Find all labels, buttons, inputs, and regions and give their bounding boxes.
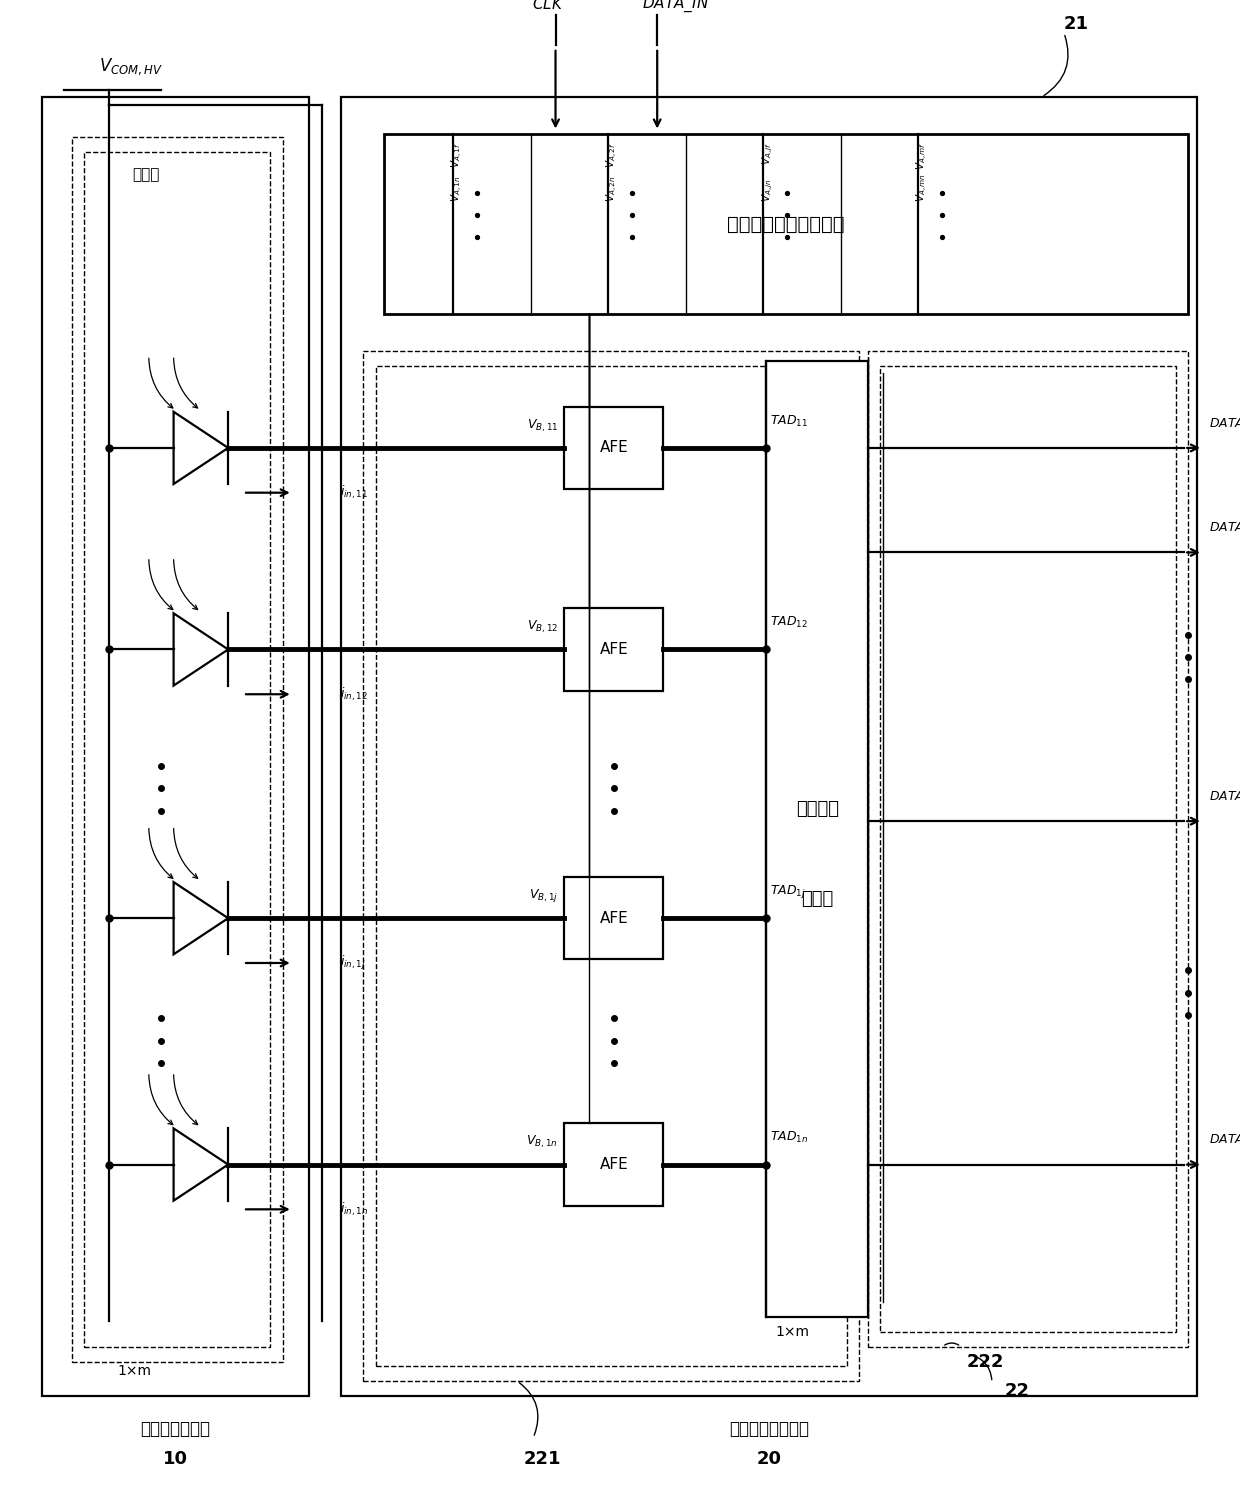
Bar <box>564 1123 663 1206</box>
Text: $i_{in,1n}$: $i_{in,1n}$ <box>340 1200 368 1218</box>
Text: 1×m: 1×m <box>118 1363 151 1378</box>
Text: 出模块: 出模块 <box>801 890 833 908</box>
Text: 模拟前端集成电路: 模拟前端集成电路 <box>729 1420 808 1438</box>
Bar <box>363 351 859 1381</box>
Text: $CLK$: $CLK$ <box>532 0 564 12</box>
Bar <box>564 406 663 490</box>
Bar <box>384 134 1188 314</box>
Text: $V_{A,2n}$: $V_{A,2n}$ <box>605 175 620 202</box>
Text: $TAD_{1n}$: $TAD_{1n}$ <box>770 1130 808 1145</box>
Text: AFE: AFE <box>599 642 629 657</box>
Text: $i_{in,12}$: $i_{in,12}$ <box>340 685 368 703</box>
Text: $DATA_2$: $DATA_2$ <box>1209 521 1240 536</box>
Text: $V_{A,jn}$: $V_{A,jn}$ <box>760 178 775 202</box>
Text: $i_{in,11}$: $i_{in,11}$ <box>340 484 368 502</box>
Bar <box>766 361 868 1317</box>
Text: AFE: AFE <box>599 911 629 926</box>
Text: 光电增益失配矫正模块: 光电增益失配矫正模块 <box>728 215 844 233</box>
Bar <box>84 152 270 1347</box>
Text: $DATA_m$: $DATA_m$ <box>1209 1133 1240 1148</box>
Text: $V_{B,1n}$: $V_{B,1n}$ <box>527 1135 558 1150</box>
Text: $V_{B,11}$: $V_{B,11}$ <box>527 418 558 433</box>
Text: $V_{A,mf}$: $V_{A,mf}$ <box>915 142 930 170</box>
Text: $V_{B,12}$: $V_{B,12}$ <box>527 620 558 635</box>
Text: $V_{A,jf}$: $V_{A,jf}$ <box>760 142 775 166</box>
Bar <box>880 366 1176 1332</box>
Text: 光电检测器模块: 光电检测器模块 <box>140 1420 211 1438</box>
Text: 221: 221 <box>523 1450 560 1468</box>
Text: $V_{COM,HV}$: $V_{COM,HV}$ <box>99 57 164 78</box>
Text: AFE: AFE <box>599 1157 629 1172</box>
Text: $TAD_{12}$: $TAD_{12}$ <box>770 615 808 630</box>
Text: 222: 222 <box>967 1353 1004 1371</box>
Text: 21: 21 <box>1064 15 1089 33</box>
Bar <box>72 137 283 1362</box>
Bar <box>868 351 1188 1347</box>
Text: $DATA_i$: $DATA_i$ <box>1209 790 1240 805</box>
Text: $V_{A,mn}$: $V_{A,mn}$ <box>915 173 930 202</box>
Text: 1×m: 1×m <box>775 1324 808 1339</box>
Text: 10: 10 <box>162 1450 188 1468</box>
Text: $TAD_{1j}$: $TAD_{1j}$ <box>770 882 806 900</box>
Bar <box>341 97 1197 1396</box>
Text: $V_{B,1j}$: $V_{B,1j}$ <box>529 887 558 905</box>
Text: 流水线输: 流水线输 <box>796 800 838 818</box>
Bar <box>376 366 847 1366</box>
Text: $V_{A,1f}$: $V_{A,1f}$ <box>450 142 465 167</box>
Text: $i_{in,1j}$: $i_{in,1j}$ <box>340 954 366 972</box>
Text: 光信号: 光信号 <box>133 167 160 182</box>
Bar <box>42 97 309 1396</box>
Bar <box>564 609 663 690</box>
Text: $DATA_1$: $DATA_1$ <box>1209 417 1240 431</box>
Text: AFE: AFE <box>599 440 629 455</box>
Text: $TAD_{11}$: $TAD_{11}$ <box>770 414 808 428</box>
Text: $V_{A,1n}$: $V_{A,1n}$ <box>450 175 465 202</box>
Text: $V_{A,2f}$: $V_{A,2f}$ <box>605 142 620 167</box>
Text: 20: 20 <box>756 1450 781 1468</box>
Text: $DATA\_IN$: $DATA\_IN$ <box>642 0 709 13</box>
Bar <box>564 878 663 960</box>
Text: 22: 22 <box>1004 1383 1029 1400</box>
